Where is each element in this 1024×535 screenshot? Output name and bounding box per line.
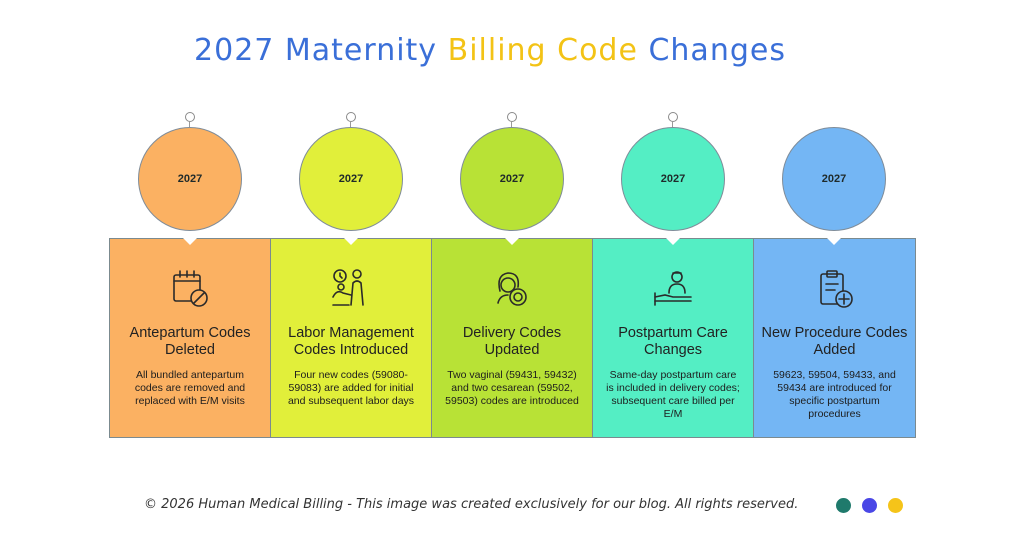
panel-notch xyxy=(665,237,681,245)
clipboard-add-icon xyxy=(754,267,915,311)
step-heading: Postpartum Care Changes xyxy=(618,325,728,358)
clock-person-icon xyxy=(271,267,431,311)
year-circle: 2027 xyxy=(460,127,564,231)
timeline-stem xyxy=(189,122,190,128)
title-part-2: Billing Code xyxy=(447,33,638,68)
year-label: 2027 xyxy=(821,173,847,185)
step-description: 59623, 59504, 59433, and 59434 are intro… xyxy=(773,369,896,420)
title-part-3: Changes xyxy=(637,33,786,68)
year-circle: 2027 xyxy=(138,127,242,231)
panel-notch xyxy=(826,237,842,245)
year-label: 2027 xyxy=(660,173,686,185)
panel-notch xyxy=(182,237,198,245)
step-panel: Antepartum Codes Deleted All bundled ant… xyxy=(109,238,271,438)
step-description: Four new codes (59080-59083) are added f… xyxy=(287,369,415,407)
timeline-pin xyxy=(668,112,678,122)
step-panel: Labor Management Codes Introduced Four n… xyxy=(270,238,432,438)
panel-notch xyxy=(504,237,520,245)
year-circle: 2027 xyxy=(782,127,886,231)
timeline-stem xyxy=(672,122,673,128)
copyright-footer: © 2026 Human Medical Billing - This imag… xyxy=(144,497,799,512)
step-panel: Postpartum Care Changes Same-day postpar… xyxy=(592,238,754,438)
year-circle: 2027 xyxy=(299,127,403,231)
step-heading: Antepartum Codes Deleted xyxy=(129,325,251,358)
title-part-1: 2027 Maternity xyxy=(194,33,448,68)
step-panel: New Procedure Codes Added 59623, 59504, … xyxy=(753,238,916,438)
year-label: 2027 xyxy=(338,173,364,185)
step-description: Same-day postpartum care is included in … xyxy=(606,369,740,420)
mother-baby-icon xyxy=(432,267,592,311)
timeline-pin xyxy=(185,112,195,122)
step-panel: Delivery Codes Updated Two vaginal (5943… xyxy=(431,238,593,438)
year-label: 2027 xyxy=(177,173,203,185)
timeline-pin xyxy=(346,112,356,122)
decorative-dot xyxy=(888,498,903,513)
timeline-pin xyxy=(507,112,517,122)
step-heading: Delivery Codes Updated xyxy=(462,325,562,358)
year-circle: 2027 xyxy=(621,127,725,231)
step-description: Two vaginal (59431, 59432) and two cesar… xyxy=(445,369,579,407)
calendar-cancel-icon xyxy=(110,267,270,311)
patient-bed-icon xyxy=(593,267,753,311)
decorative-dot xyxy=(836,498,851,513)
step-description: All bundled antepartum codes are removed… xyxy=(134,369,246,407)
year-label: 2027 xyxy=(499,173,525,185)
page-title: 2027 Maternity Billing Code Changes xyxy=(0,33,980,68)
panel-notch xyxy=(343,237,359,245)
timeline-stem xyxy=(511,122,512,128)
step-heading: New Procedure Codes Added xyxy=(761,325,908,358)
decorative-dot xyxy=(862,498,877,513)
step-heading: Labor Management Codes Introduced xyxy=(288,325,414,358)
timeline-stem xyxy=(350,122,351,128)
